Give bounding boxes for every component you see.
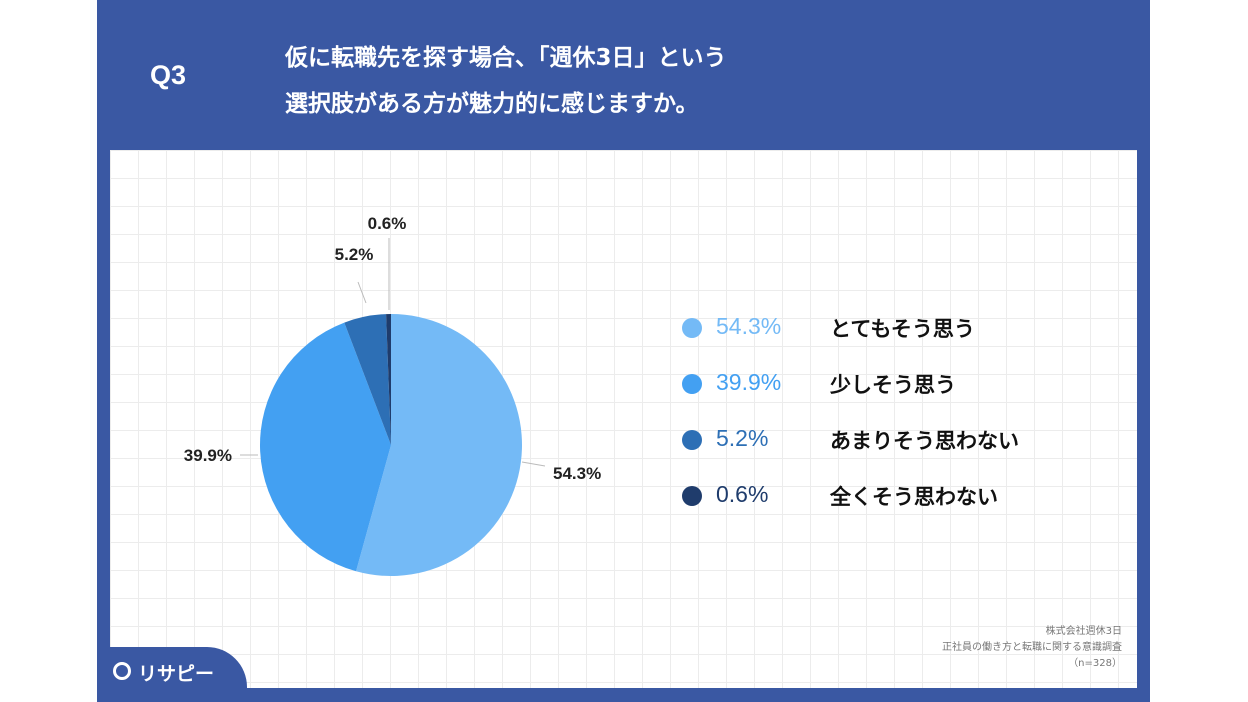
- legend-item: 0.6% 全くそう思わない: [682, 476, 1102, 516]
- leader-line: [521, 461, 546, 467]
- legend-value: 0.6%: [716, 481, 769, 507]
- legend-item: 39.9% 少しそう思う: [682, 364, 1102, 404]
- legend-swatch: [682, 430, 702, 450]
- legend-swatch: [682, 374, 702, 394]
- legend-label: 全くそう思わない: [830, 485, 998, 509]
- data-label: 0.6%: [368, 214, 407, 233]
- source-company: 株式会社週休3日: [1045, 626, 1122, 637]
- pie-slice: [386, 314, 391, 445]
- legend-value: 5.2%: [716, 425, 769, 451]
- data-label: 39.9%: [184, 446, 232, 465]
- legend-label: あまりそう思わない: [830, 429, 1019, 453]
- source-sample: （n=328）: [1068, 658, 1122, 669]
- data-label: 5.2%: [335, 245, 374, 264]
- legend-label: とてもそう思う: [830, 317, 975, 341]
- legend-value: 39.9%: [716, 369, 782, 395]
- legend-label: 少しそう思う: [830, 373, 956, 397]
- leader-line: [357, 281, 367, 304]
- legend-value: 54.3%: [716, 313, 782, 339]
- legend-swatch: [682, 486, 702, 506]
- logo-text: リサピー: [138, 663, 215, 685]
- question-number: Q3: [150, 60, 187, 90]
- pin-icon: [113, 662, 131, 680]
- pie-slice: [344, 314, 391, 445]
- source-survey: 正社員の働き方と転職に関する意識調査: [942, 642, 1122, 653]
- pie-slice: [260, 322, 391, 572]
- pie-slice: [356, 314, 522, 576]
- legend-item: 5.2% あまりそう思わない: [682, 420, 1102, 460]
- legend-item: 54.3% とてもそう思う: [682, 308, 1102, 348]
- data-label: 54.3%: [553, 464, 601, 483]
- legend-swatch: [682, 318, 702, 338]
- question-text-line1: 仮に転職先を探す場合、「週休3日」という: [285, 45, 727, 71]
- question-text-line2: 選択肢がある方が魅力的に感じますか。: [285, 91, 699, 117]
- source-note: 株式会社週休3日 正社員の働き方と転職に関する意識調査 （n=328）: [942, 624, 1122, 672]
